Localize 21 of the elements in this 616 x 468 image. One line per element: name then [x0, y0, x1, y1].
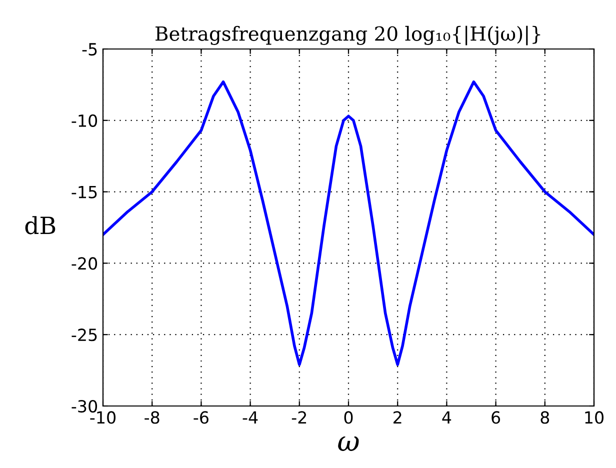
y-tick-label: -20: [72, 257, 98, 270]
y-tick-label: -30: [72, 400, 98, 413]
x-tick-label: 8: [540, 411, 550, 424]
x-axis-title: ω: [338, 436, 359, 451]
y-tick-label: -25: [72, 328, 97, 342]
x-tick-label: 10: [585, 411, 604, 424]
y-tick-label: -15: [72, 186, 97, 198]
y-axis-title: dB: [25, 216, 56, 234]
x-tick-label: 6: [492, 411, 500, 424]
chart-title: Betragsfrequenzgang 20 log₁₀{|H(jω)|}: [156, 26, 540, 46]
x-tick-label: -10: [90, 411, 116, 424]
x-tick-label: 2: [394, 411, 402, 424]
x-tick-label: -2: [292, 411, 306, 424]
x-tick-label: -4: [242, 411, 258, 424]
y-tick-label: -10: [72, 114, 98, 127]
y-tick-label: -5: [82, 43, 97, 56]
line-series: [103, 80, 594, 366]
x-tick-label: 0: [344, 411, 353, 424]
x-tick-label: 4: [442, 411, 452, 424]
x-tick-label: -8: [144, 411, 160, 424]
x-tick-label: -6: [194, 411, 208, 424]
